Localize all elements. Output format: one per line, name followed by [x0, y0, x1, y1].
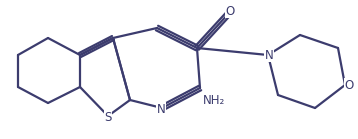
Text: N: N [157, 102, 165, 116]
Text: O: O [226, 4, 234, 18]
Text: N: N [265, 49, 274, 61]
Text: O: O [344, 79, 354, 91]
Text: S: S [104, 111, 112, 123]
Text: NH₂: NH₂ [203, 94, 225, 106]
